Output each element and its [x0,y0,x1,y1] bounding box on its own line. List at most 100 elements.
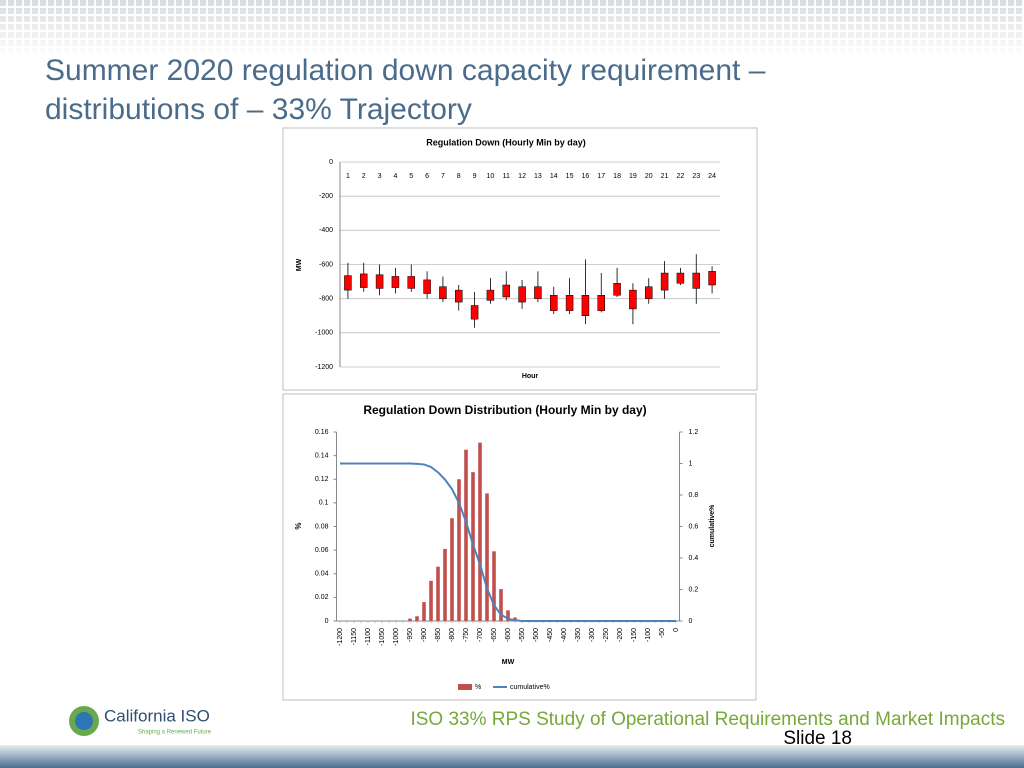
x-tick-label: -600 [505,628,512,642]
box [486,289,495,301]
x-tick-label: 2 [362,173,366,180]
x-tick-label: -100 [645,628,652,642]
bar [506,610,510,621]
x-tick-label: -350 [575,628,582,642]
legend-label: % [475,684,481,691]
y-tick-label: -1000 [315,330,333,337]
x-tick-label: 6 [425,173,429,180]
x-axis-label: Hour [522,373,539,380]
y-tick-label: 0.06 [315,547,329,554]
x-tick-label: 21 [661,173,669,180]
x-tick-label: 15 [566,173,574,180]
bar [450,518,454,621]
box [692,272,700,289]
box [375,274,384,289]
box [613,283,621,296]
x-tick-label: 18 [613,173,621,180]
x-tick-label: 3 [378,173,382,180]
bar [436,566,440,621]
box [629,289,637,310]
x-tick-label: 12 [518,173,526,180]
x-tick-label: 19 [629,173,637,180]
x-tick-label: -450 [547,628,554,642]
slide-title: Summer 2020 regulation down capacity req… [45,54,766,87]
bar [422,602,426,621]
bar [464,449,468,621]
box [581,295,590,316]
x-tick-label: 22 [677,173,685,180]
x-tick-label: 7 [441,173,445,180]
x-tick-label: 10 [487,173,495,180]
y-tick-label: 0.1 [319,500,329,507]
x-tick-label: -150 [631,628,638,642]
box [423,279,431,294]
x-tick-label: -1200 [337,628,344,646]
box [391,276,400,288]
bar [429,580,433,621]
y-tick-label: 0 [325,618,329,625]
legend-swatch [458,684,472,690]
box [502,284,510,298]
y-tick-label: 0.04 [315,571,329,578]
x-tick-label: 14 [550,173,558,180]
box [565,295,574,311]
y2-tick-label: 1 [689,460,693,467]
x-tick-label: 24 [708,173,716,180]
y2-tick-label: 0.6 [689,523,699,530]
x-tick-label: -900 [421,628,428,642]
header-fade [0,0,1024,58]
y-tick-label: 0.14 [315,452,329,459]
slide-number: Slide 18 [783,728,852,749]
y-tick-label: 0 [329,159,333,166]
logo-tagline: Shaping a Renewed Future [138,730,212,736]
x-tick-label: -850 [435,628,442,642]
x-tick-label: -1050 [379,628,386,646]
box [344,275,352,291]
x-tick-label: -50 [659,628,666,638]
chart-title: Regulation Down Distribution (Hourly Min… [363,403,646,417]
x-tick-label: -800 [449,628,456,642]
bar [492,551,496,621]
chart-title: Regulation Down (Hourly Min by day) [426,137,586,147]
y-tick-label: 0.16 [315,429,329,436]
bar [415,616,419,621]
y-axis-label: % [294,522,303,529]
x-tick-label: 9 [473,173,477,180]
x-tick-label: 17 [597,173,605,180]
x-tick-label: 1 [346,173,350,180]
y-tick-label: 0.08 [315,523,329,530]
x-tick-label: 11 [503,173,510,180]
box [455,289,463,303]
y-tick-label: -600 [319,261,333,268]
box [360,273,368,288]
y-tick-label: -800 [319,296,333,303]
chart-frame [282,127,758,391]
x-tick-label: 0 [673,628,680,632]
x-tick-label: 5 [409,173,413,180]
footer-band [0,745,1024,768]
box [645,286,653,299]
box [708,271,716,286]
x-tick-label: 16 [582,173,590,180]
x-tick-label: -550 [519,628,526,642]
x-tick-label: -250 [603,628,610,642]
bar [408,618,412,621]
chart-frame [282,393,757,701]
x-tick-label: 13 [534,173,542,180]
y2-tick-label: 0 [689,618,693,625]
footer-text: ISO 33% RPS Study of Operational Require… [410,709,1005,730]
bar [457,479,461,621]
x-tick-label: -650 [491,628,498,642]
x-tick-label: 20 [645,173,653,180]
y-tick-label: -400 [319,227,333,234]
bar [485,493,489,621]
bar [443,548,447,621]
box [534,286,542,299]
y-tick-label: -200 [319,193,333,200]
legend-label: cumulative% [510,684,550,691]
logo-name: California ISO [104,706,210,725]
y-tick-label: 0.02 [315,594,329,601]
box [676,272,685,284]
